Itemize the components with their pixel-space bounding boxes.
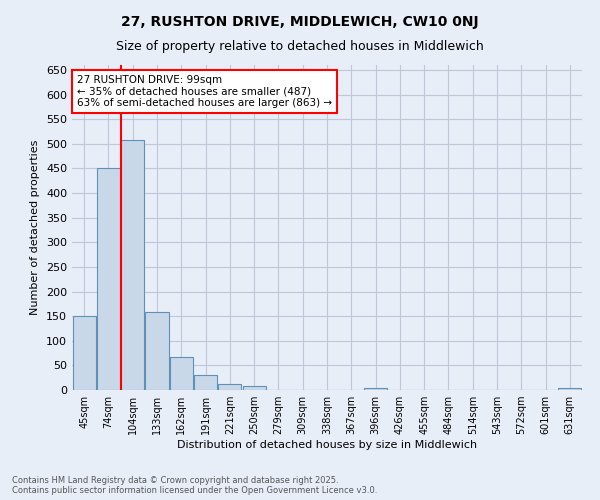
Bar: [145, 312, 169, 390]
Text: 27 RUSHTON DRIVE: 99sqm
← 35% of detached houses are smaller (487)
63% of semi-d: 27 RUSHTON DRIVE: 99sqm ← 35% of detache…: [77, 74, 332, 108]
Bar: [364, 388, 387, 390]
Bar: [194, 375, 217, 390]
Bar: [559, 388, 581, 390]
Text: Contains HM Land Registry data © Crown copyright and database right 2025.
Contai: Contains HM Land Registry data © Crown c…: [12, 476, 377, 495]
Text: Size of property relative to detached houses in Middlewich: Size of property relative to detached ho…: [116, 40, 484, 53]
Bar: [218, 384, 241, 390]
Bar: [121, 140, 144, 390]
X-axis label: Distribution of detached houses by size in Middlewich: Distribution of detached houses by size …: [177, 440, 477, 450]
Text: 27, RUSHTON DRIVE, MIDDLEWICH, CW10 0NJ: 27, RUSHTON DRIVE, MIDDLEWICH, CW10 0NJ: [121, 15, 479, 29]
Bar: [97, 168, 120, 390]
Y-axis label: Number of detached properties: Number of detached properties: [31, 140, 40, 315]
Bar: [73, 316, 95, 390]
Bar: [170, 357, 193, 390]
Bar: [242, 386, 266, 390]
